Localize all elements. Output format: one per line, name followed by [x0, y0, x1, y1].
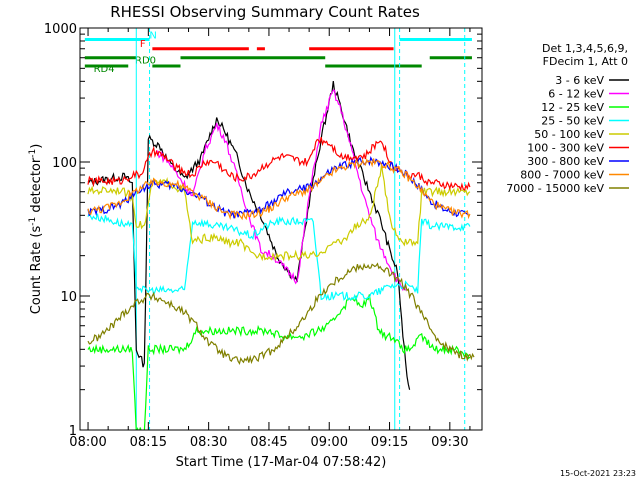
- series-line-3: [87, 211, 471, 302]
- series-line-8: [87, 262, 475, 366]
- timestamp: 15-Oct-2021 23:23: [560, 469, 636, 478]
- legend-entry-label: 12 - 25 keV: [541, 101, 604, 114]
- legend-entry-label: 6 - 12 keV: [548, 88, 604, 101]
- series-line-0: [87, 81, 411, 390]
- y-axis-ticks: 1 10 100 1000: [44, 22, 482, 439]
- x-tick-label: 09:30: [431, 435, 468, 450]
- legend-entry-label: 100 - 300 keV: [527, 142, 604, 155]
- legend-header-line-1: Det 1,3,4,5,6,9,: [542, 42, 628, 55]
- y-axis-label: Count Rate (s-1 detector-1): [28, 144, 44, 315]
- x-tick-label: 08:15: [130, 435, 167, 450]
- chart-title: RHESSI Observing Summary Count Rates: [110, 3, 420, 21]
- annotation-label-rd0: RD0: [135, 56, 156, 67]
- legend-entry-label: 300 - 800 keV: [527, 155, 604, 168]
- series-line-7: [87, 158, 471, 221]
- annotation-label-rd4: RD4: [94, 64, 115, 75]
- legend-entry-label: 3 - 6 keV: [555, 74, 604, 87]
- series-line-4: [87, 164, 471, 262]
- series-line-6: [87, 156, 470, 219]
- y-tick-label: 100: [52, 156, 77, 171]
- series-group: [87, 81, 475, 430]
- annotation-label-f: F: [140, 39, 146, 50]
- legend-entry-label: 25 - 50 keV: [541, 115, 604, 128]
- y-tick-label: 1000: [44, 22, 77, 37]
- x-tick-label: 09:15: [371, 435, 408, 450]
- y-tick-label: 1: [69, 424, 77, 439]
- series-line-2: [87, 294, 471, 430]
- x-tick-label: 09:00: [311, 435, 348, 450]
- legend-entry-label: 50 - 100 keV: [534, 128, 604, 141]
- x-tick-label: 08:00: [69, 435, 106, 450]
- plot-frame: [79, 27, 483, 431]
- annotation-label-n: N: [149, 31, 156, 42]
- saa-vertical-lines: [135, 28, 466, 430]
- series-line-1: [156, 89, 407, 292]
- x-tick-label: 08:30: [190, 435, 227, 450]
- x-axis-label: Start Time (17-Mar-04 07:58:42): [176, 455, 387, 470]
- x-tick-label: 08:45: [250, 435, 287, 450]
- x-axis-ticks: 08:00 08:15 08:30 08:45 09:00 09:15 09:30: [69, 28, 471, 450]
- annotation-bars: NF RD0 RD4: [84, 31, 472, 75]
- legend-entry-label: 7000 - 15000 keV: [506, 182, 604, 195]
- y-tick-label: 10: [60, 290, 77, 305]
- legend-header-line-2: FDecim 1, Att 0: [543, 55, 628, 68]
- legend-entry-label: 800 - 7000 keV: [520, 169, 604, 182]
- legend: Det 1,3,4,5,6,9, FDecim 1, Att 0 3 - 6 k…: [506, 42, 629, 195]
